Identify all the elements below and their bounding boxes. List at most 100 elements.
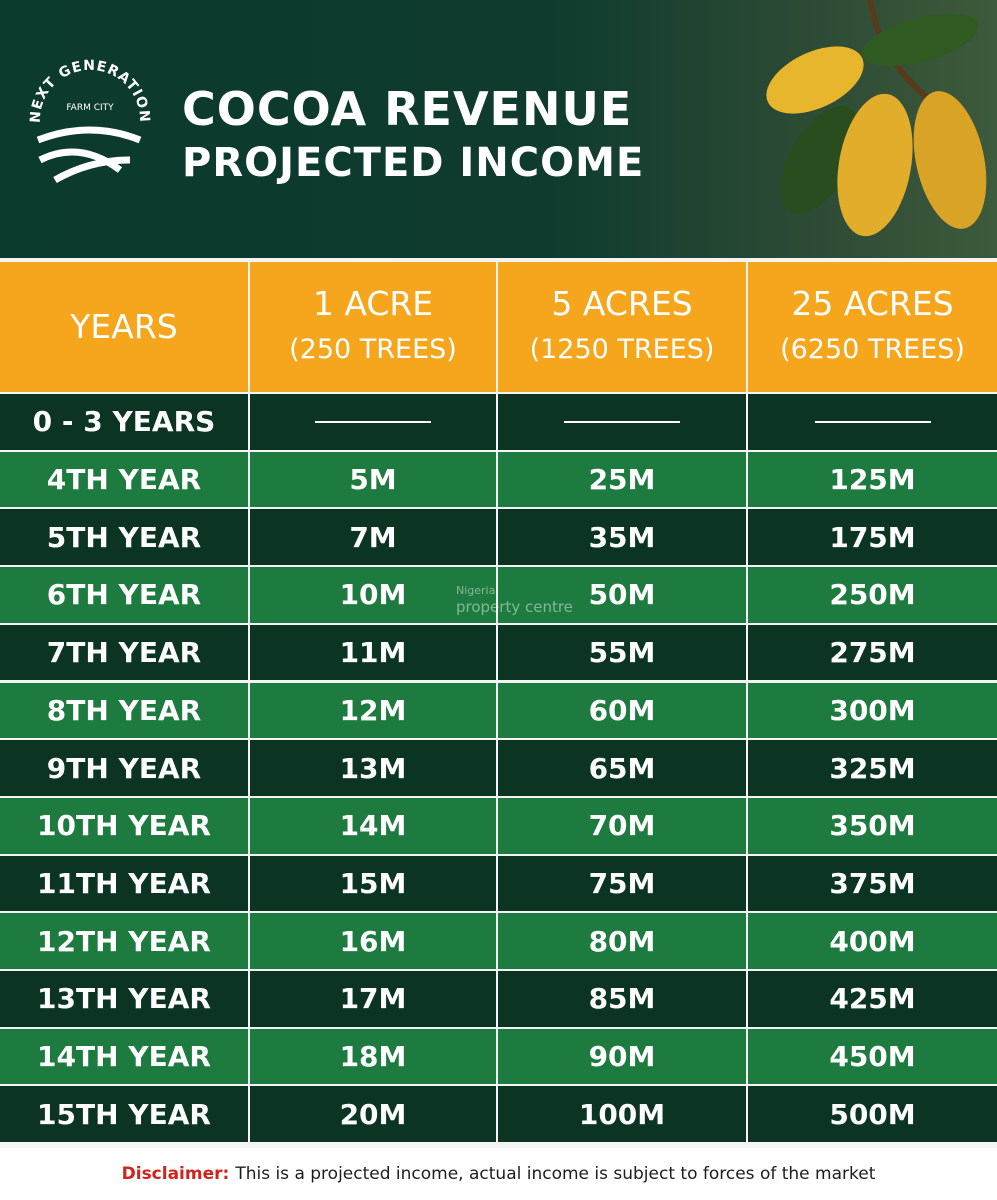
cell-text: 85M: [588, 982, 656, 1016]
table-cell: 350M: [748, 797, 997, 854]
table-cell: 7TH YEAR: [0, 624, 248, 681]
table-cell: 4TH YEAR: [0, 451, 248, 508]
cell-text: 50M: [588, 578, 656, 612]
cell-text: 4TH YEAR: [46, 463, 202, 497]
table-cell: 500M: [748, 1086, 997, 1143]
cell-text: 300M: [829, 693, 916, 727]
cell-text: 7TH YEAR: [46, 636, 202, 670]
disclaimer: Disclaimer: This is a projected income, …: [0, 1148, 997, 1200]
table-cell: 125M: [748, 451, 997, 508]
cell-text: 7M: [349, 520, 397, 554]
cell-text: 12M: [339, 693, 407, 727]
header-cell: 1 ACRE (250 TREES): [250, 262, 496, 392]
table-cell: 90M: [498, 1028, 746, 1085]
cell-text: 175M: [829, 520, 916, 554]
cell-text: 15TH YEAR: [37, 1097, 211, 1131]
cell-text: 35M: [588, 520, 656, 554]
header-cell: 5 ACRES (1250 TREES): [498, 262, 746, 392]
table-cell: 100M: [498, 1086, 746, 1143]
table-cell: 300M: [748, 682, 997, 739]
cell-text: 5TH YEAR: [46, 520, 202, 554]
table-cell: 16M: [250, 913, 496, 969]
table-cell: 175M: [748, 509, 997, 566]
header-text: 5 ACRES: [551, 284, 693, 323]
cell-text: 90M: [588, 1040, 656, 1074]
table-cell: 13M: [250, 740, 496, 796]
cell-text: 13M: [339, 751, 407, 785]
table-cell: 6TH YEAR: [0, 567, 248, 623]
cell-text: 16M: [339, 924, 407, 958]
table-cell: 375M: [748, 855, 997, 912]
table-cell: [748, 394, 997, 450]
brand-name-path: NEXT GENERATION: [28, 58, 152, 123]
dash: [315, 420, 431, 423]
header-text: (250 TREES): [289, 334, 457, 365]
table-cell: 15TH YEAR: [0, 1086, 248, 1143]
table-cell: 55M: [498, 624, 746, 681]
cell-text: 325M: [829, 751, 916, 785]
table-cell: 13TH YEAR: [0, 971, 248, 1027]
cell-text: 6TH YEAR: [46, 578, 202, 612]
title-line: COCOA REVENUE: [182, 82, 633, 136]
table-cell: 18M: [250, 1028, 496, 1085]
disclaimer-text: This is a projected income, actual incom…: [235, 1164, 876, 1184]
cell-text: 80M: [588, 924, 656, 958]
cocoa-art: [766, 0, 987, 237]
table-cell: 9TH YEAR: [0, 740, 248, 796]
cell-text: 14M: [339, 809, 407, 843]
dash: [814, 420, 931, 423]
cell-text: 65M: [588, 751, 656, 785]
table-cell: 325M: [748, 740, 997, 796]
table-cell: 17M: [250, 971, 496, 1027]
cell-text: 15M: [339, 866, 407, 900]
table-cell: 10TH YEAR: [0, 797, 248, 854]
table-cell: 20M: [250, 1086, 496, 1143]
table-cell: 75M: [498, 855, 746, 912]
header-text: 1 ACRE: [312, 284, 434, 323]
table-cell: 10M: [250, 567, 496, 623]
cell-text: 75M: [588, 866, 656, 900]
table-cell: 450M: [748, 1028, 997, 1085]
cell-text: 125M: [829, 463, 916, 497]
title-line: PROJECTED INCOME: [182, 140, 645, 186]
table-cell: [498, 394, 746, 450]
header-text: (6250 TREES): [780, 334, 965, 365]
header-text: (1250 TREES): [529, 334, 715, 365]
cell-text: 400M: [829, 924, 916, 958]
cell-text: 275M: [829, 636, 916, 670]
cell-text: 375M: [829, 866, 916, 900]
table-cell: 60M: [498, 682, 746, 739]
cell-text: 5M: [349, 463, 397, 497]
cell-text: 100M: [578, 1097, 666, 1131]
cell-text: 0 - 3 YEARS: [32, 405, 216, 439]
table-cell: 5TH YEAR: [0, 509, 248, 566]
table-cell: 14M: [250, 797, 496, 854]
table-cell: 11TH YEAR: [0, 855, 248, 912]
header-art: NEXT GENERATION FARM CITY: [28, 0, 987, 237]
cell-text: 350M: [829, 809, 916, 843]
watermark: property centre: [456, 598, 573, 616]
table-cell: 425M: [748, 971, 997, 1027]
table-cell: 5M: [250, 451, 496, 508]
table-cell: 25M: [498, 451, 746, 508]
table-cell: [250, 394, 496, 450]
table-cell: 275M: [748, 624, 997, 681]
table-cell: 8TH YEAR: [0, 682, 248, 739]
watermark: Nigeria: [456, 584, 496, 597]
cell-text: 500M: [829, 1097, 916, 1131]
table-cell: 50M: [498, 567, 746, 623]
table-cell: 12TH YEAR: [0, 913, 248, 969]
cell-text: 20M: [339, 1097, 407, 1131]
table-cell: 65M: [498, 740, 746, 796]
table-cell: 7M: [250, 509, 496, 566]
brand-name: NEXT GENERATION: [28, 58, 153, 123]
table-cell: 11M: [250, 624, 496, 681]
table-cell: 70M: [498, 797, 746, 854]
cell-text: 10M: [339, 578, 407, 612]
cell-text: 60M: [588, 693, 656, 727]
brand-sub: FARM CITY: [66, 103, 114, 113]
header-cell: YEARS: [0, 262, 248, 392]
table-cell: 80M: [498, 913, 746, 969]
table-cell: 85M: [498, 971, 746, 1027]
